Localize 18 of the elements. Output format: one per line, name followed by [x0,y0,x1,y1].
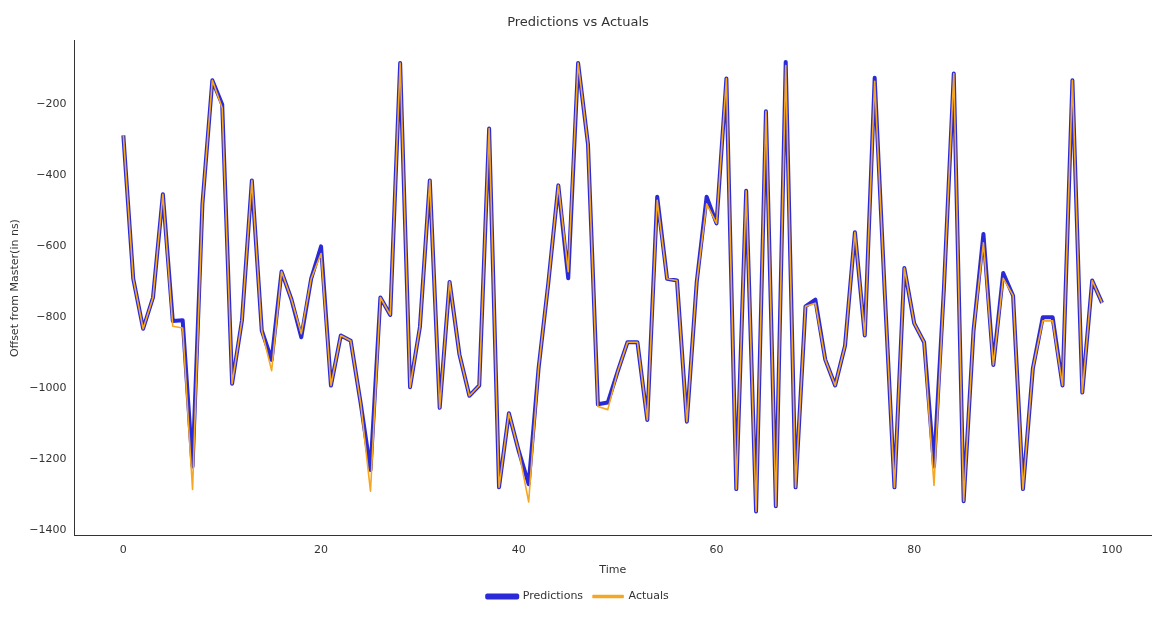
y-tick-label: −1000 [29,381,67,395]
x-tick-label: 100 [1101,543,1123,557]
x-tick-label: 60 [709,543,724,557]
y-tick-label: −1400 [29,523,67,537]
y-tick-label: −200 [36,97,67,111]
chart-title: Predictions vs Actuals [507,14,650,30]
y-axis-title: Offset from Master(in ns) [8,219,22,358]
y-tick-label: −1200 [29,452,67,466]
legend-label: Predictions [522,589,584,603]
y-tick-label: −400 [36,168,67,182]
legend-label: Actuals [628,589,670,603]
y-tick-label: −600 [36,239,67,253]
x-tick-label: 0 [119,543,127,557]
x-tick-label: 80 [907,543,922,557]
x-tick-label: 40 [511,543,526,557]
y-tick-label: −800 [36,310,67,324]
x-axis-title: Time [598,563,627,577]
x-tick-label: 20 [314,543,329,557]
